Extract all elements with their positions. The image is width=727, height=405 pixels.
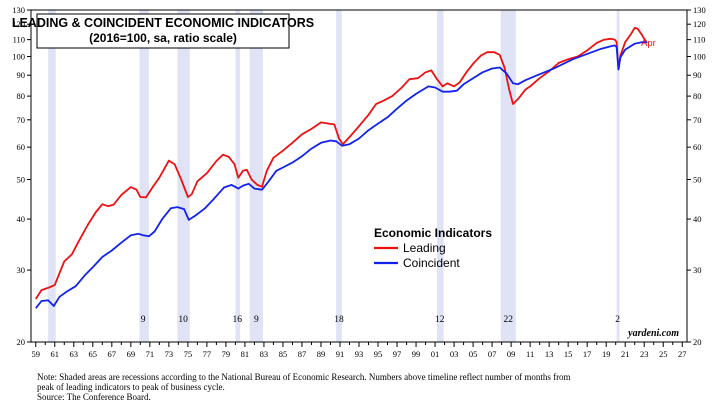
x-tick-label-59: 59 bbox=[32, 349, 41, 359]
footnote-line-1: Note: Shaded areas are recessions accord… bbox=[37, 372, 571, 382]
y-tick-label-left-50: 50 bbox=[17, 174, 26, 184]
footnote: Note: Shaded areas are recessions accord… bbox=[37, 372, 717, 402]
x-tick-label-07: 07 bbox=[488, 349, 497, 359]
y-tick-label-left-90: 90 bbox=[17, 70, 26, 80]
recession-lead-label-2: 2 bbox=[615, 315, 620, 325]
x-tick-label-27: 27 bbox=[678, 349, 687, 359]
series-line-coincident bbox=[35, 41, 648, 309]
recession-lead-label-16: 16 bbox=[233, 315, 243, 325]
x-tick-label-25: 25 bbox=[659, 349, 668, 359]
legend: Economic Indicators Leading Coincident bbox=[374, 226, 492, 270]
recession-band-8 bbox=[616, 10, 620, 342]
y-tick-label-right-110: 110 bbox=[693, 35, 705, 45]
plot-frame bbox=[30, 9, 688, 343]
recession-lead-label-18: 18 bbox=[334, 315, 344, 325]
x-tick-label-17: 17 bbox=[583, 349, 592, 359]
recession-band-4 bbox=[249, 10, 263, 342]
x-tick-label-93: 93 bbox=[355, 349, 364, 359]
recession-band-0 bbox=[48, 10, 56, 342]
x-tick-label-99: 99 bbox=[412, 349, 421, 359]
recession-band-7 bbox=[500, 10, 516, 342]
recession-lead-label-10: 10 bbox=[178, 315, 188, 325]
legend-title: Economic Indicators bbox=[374, 226, 492, 240]
recession-band-1 bbox=[139, 10, 149, 342]
x-tick-label-79: 79 bbox=[222, 349, 231, 359]
x-tick-label-95: 95 bbox=[374, 349, 383, 359]
x-tick-label-01: 01 bbox=[431, 349, 440, 359]
recession-band-5 bbox=[336, 10, 342, 342]
x-tick-label-91: 91 bbox=[336, 349, 345, 359]
y-tick-label-left-130: 130 bbox=[12, 5, 25, 15]
x-tick-label-73: 73 bbox=[165, 349, 174, 359]
x-tick-label-61: 61 bbox=[51, 349, 60, 359]
y-tick-label-left-70: 70 bbox=[17, 115, 26, 125]
y-tick-label-right-120: 120 bbox=[693, 19, 706, 29]
x-tick-label-19: 19 bbox=[602, 349, 611, 359]
y-tick-label-left-100: 100 bbox=[12, 52, 25, 62]
x-tick-label-11: 11 bbox=[526, 349, 534, 359]
x-tick-label-83: 83 bbox=[260, 349, 269, 359]
y-tick-label-left-40: 40 bbox=[17, 214, 26, 224]
recession-lead-label-9: 9 bbox=[141, 315, 146, 325]
x-tick-label-03: 03 bbox=[450, 349, 459, 359]
y-tick-label-right-70: 70 bbox=[693, 115, 702, 125]
recession-band-2 bbox=[177, 10, 190, 342]
y-tick-label-left-60: 60 bbox=[17, 142, 26, 152]
recession-band-6 bbox=[436, 10, 444, 342]
x-tick-label-89: 89 bbox=[317, 349, 326, 359]
x-tick-label-05: 05 bbox=[469, 349, 478, 359]
y-tick-label-left-30: 30 bbox=[17, 265, 26, 275]
recession-shading bbox=[48, 10, 620, 342]
recession-lead-label-12: 12 bbox=[435, 315, 445, 325]
x-tick-label-63: 63 bbox=[70, 349, 79, 359]
series-line-leading bbox=[35, 27, 648, 300]
y-tick-label-left-80: 80 bbox=[17, 91, 26, 101]
y-tick-label-right-100: 100 bbox=[693, 52, 706, 62]
recession-lead-labels: 9 10 16 9 18 12 22 2 bbox=[141, 315, 620, 325]
x-tick-label-85: 85 bbox=[279, 349, 288, 359]
x-tick-label-75: 75 bbox=[184, 349, 193, 359]
chart-title: LEADING & COINCIDENT ECONOMIC INDICATORS bbox=[12, 16, 314, 30]
y-tick-label-right-130: 130 bbox=[693, 5, 706, 15]
y-tick-label-right-20: 20 bbox=[693, 337, 702, 347]
y-tick-label-right-30: 30 bbox=[693, 265, 702, 275]
y-tick-label-left-120: 120 bbox=[12, 19, 25, 29]
x-tick-label-15: 15 bbox=[564, 349, 573, 359]
recession-lead-label-9: 9 bbox=[254, 315, 259, 325]
y-tick-label-left-20: 20 bbox=[17, 337, 26, 347]
y-tick-label-right-80: 80 bbox=[693, 91, 702, 101]
x-tick-label-77: 77 bbox=[203, 349, 212, 359]
x-tick-label-23: 23 bbox=[640, 349, 649, 359]
x-tick-label-21: 21 bbox=[621, 349, 630, 359]
x-tick-label-65: 65 bbox=[89, 349, 98, 359]
series-lines bbox=[35, 27, 648, 309]
recession-lead-label-22: 22 bbox=[504, 315, 514, 325]
x-tick-label-13: 13 bbox=[545, 349, 554, 359]
end-label-apr: Apr bbox=[641, 38, 656, 49]
x-tick-label-87: 87 bbox=[298, 349, 307, 359]
x-tick-label-69: 69 bbox=[127, 349, 136, 359]
legend-label-leading: Leading bbox=[403, 241, 446, 255]
x-tick-label-09: 09 bbox=[507, 349, 516, 359]
legend-label-coincident: Coincident bbox=[403, 256, 460, 270]
x-tick-label-67: 67 bbox=[108, 349, 117, 359]
title-box bbox=[36, 13, 290, 49]
footnote-line-2: peak of leading indicators to peak of bu… bbox=[37, 382, 225, 392]
footnote-line-3: Source: The Conference Board. bbox=[37, 392, 151, 402]
x-tick-label-71: 71 bbox=[146, 349, 155, 359]
x-tick-label-97: 97 bbox=[393, 349, 402, 359]
y-tick-label-right-90: 90 bbox=[693, 70, 702, 80]
watermark: yardeni.com bbox=[627, 328, 679, 339]
y-tick-label-right-60: 60 bbox=[693, 142, 702, 152]
x-tick-label-81: 81 bbox=[241, 349, 250, 359]
chart-subtitle: (2016=100, sa, ratio scale) bbox=[89, 31, 237, 45]
y-tick-label-right-40: 40 bbox=[693, 214, 702, 224]
y-tick-label-right-50: 50 bbox=[693, 174, 702, 184]
y-tick-label-left-110: 110 bbox=[13, 35, 25, 45]
